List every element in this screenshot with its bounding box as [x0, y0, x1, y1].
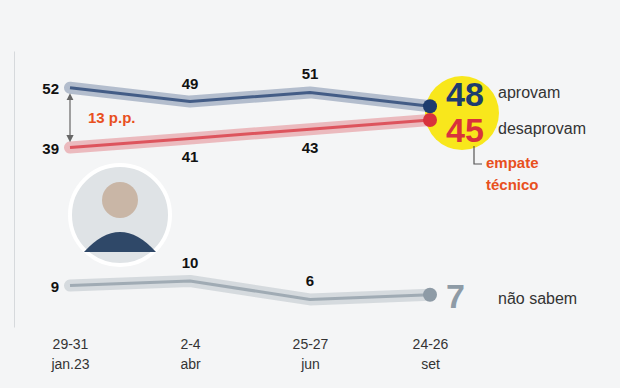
x-tick-label-line: jun	[300, 356, 320, 372]
data-label: 51	[302, 65, 319, 82]
x-tick-label: 25-27 jun	[293, 336, 329, 372]
line-band	[70, 281, 430, 299]
line-band	[70, 88, 430, 106]
line	[70, 281, 430, 299]
data-label: 43	[302, 139, 319, 156]
end-point	[423, 288, 437, 302]
x-axis: 29-31 jan.23 2-4 abr 25-27 jun 24-26 set	[50, 336, 448, 372]
x-tick-label-line: 2-4	[180, 336, 200, 352]
photo	[70, 165, 170, 265]
series-name: não sabem	[498, 290, 577, 307]
gap-arrow	[69, 97, 70, 139]
x-tick-label-line: 25-27	[293, 336, 329, 352]
y-axis	[14, 52, 15, 328]
annotation: 13 p.p.	[88, 109, 136, 126]
photo-head	[102, 182, 138, 218]
data-label: 41	[182, 148, 199, 165]
x-tick-label-line: abr	[180, 356, 201, 372]
series-name: desaprovam	[498, 120, 586, 137]
x-axis-line	[71, 346, 431, 347]
x-tick-label: 2-4 abr	[180, 336, 201, 372]
x-tick: 25-27 jun	[293, 336, 329, 372]
x-tick: 2-4 abr	[180, 336, 201, 372]
x-tick: 29-31 jan.23	[50, 336, 89, 372]
chart: 52 49 51 48 aprovam 39 41 43 45 desaprovam 9 10 6 7 nã…	[0, 0, 620, 388]
end-point	[423, 113, 437, 127]
x-tick-label: 29-31 jan.23	[50, 336, 89, 372]
x-tick-label-line: set	[421, 356, 440, 372]
end-label: 48	[446, 75, 484, 113]
plot-area	[70, 88, 437, 302]
data-label: 52	[42, 80, 59, 97]
series-name: aprovam	[498, 84, 560, 101]
annotation-line: empate	[486, 154, 539, 171]
end-label: 45	[446, 111, 484, 149]
bracket	[474, 146, 482, 164]
annotation-line: técnico	[486, 176, 539, 193]
x-tick: 24-26 set	[413, 336, 449, 372]
data-label: 39	[42, 140, 59, 157]
x-tick-label-line: jan.23	[50, 356, 89, 372]
end-label: 7	[446, 277, 465, 315]
x-tick-label-line: 24-26	[413, 336, 449, 352]
data-label: 9	[51, 278, 59, 295]
annotation: empate técnico	[486, 154, 539, 193]
data-label: 10	[182, 254, 199, 271]
x-tick-label: 24-26 set	[413, 336, 449, 372]
data-label: 49	[182, 75, 199, 92]
data-label: 6	[306, 272, 314, 289]
photo-body	[84, 232, 156, 252]
y-axis-line	[14, 52, 15, 328]
line	[70, 88, 430, 106]
x-tick-label-line: 29-31	[53, 336, 89, 352]
end-point	[423, 99, 437, 113]
highlight	[425, 76, 499, 150]
